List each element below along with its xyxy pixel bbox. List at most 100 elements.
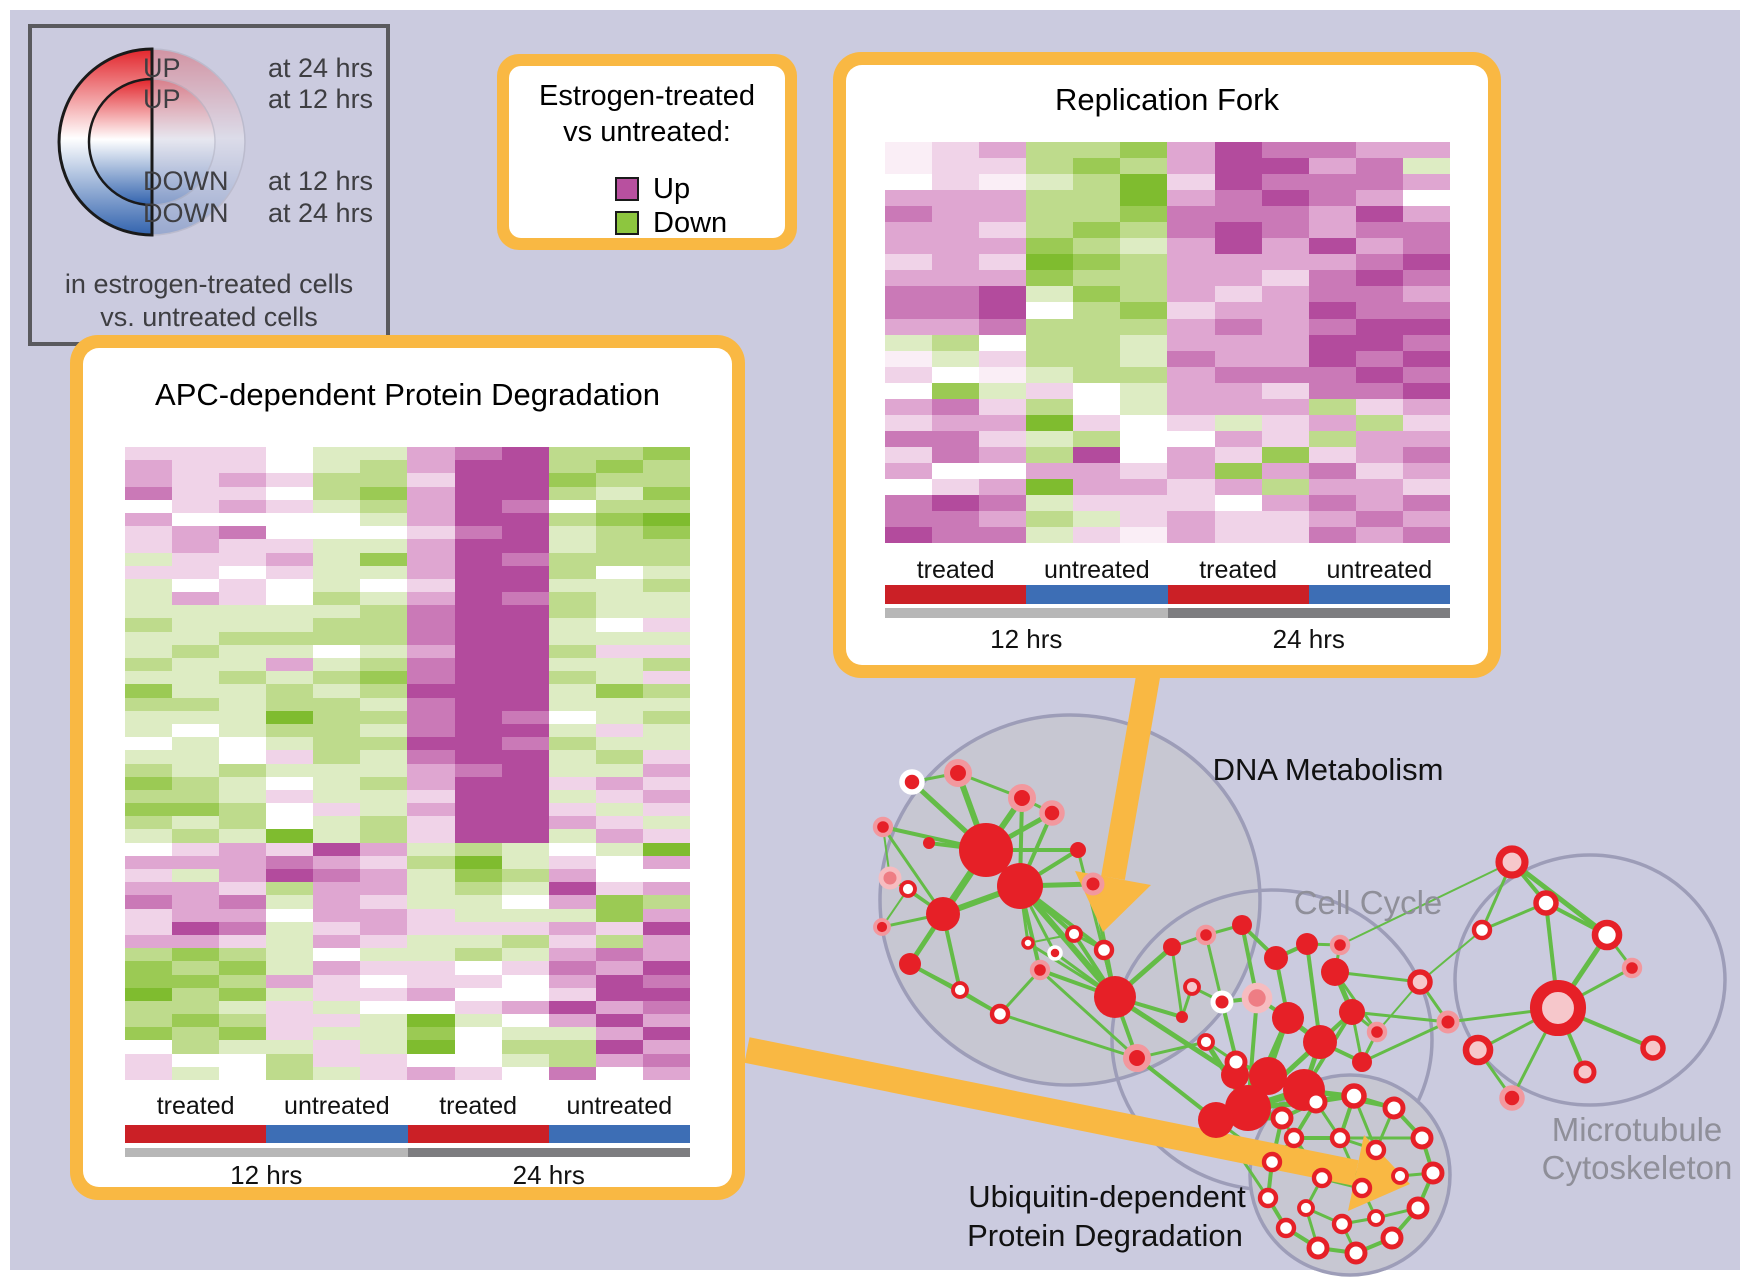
heatmap-cell [454,921,502,935]
gene-node [926,897,960,931]
heatmap-cell [642,526,690,540]
heatmap-cell [360,829,408,843]
heatmap-cell [932,158,980,175]
heatmap-cell [1402,190,1450,207]
time-group-label: 24 hrs [512,1160,585,1190]
heatmap-cell [407,697,455,711]
heatmap-cell [219,842,267,856]
heatmap-cell [1214,318,1262,335]
heatmap-cell [595,1000,643,1015]
heatmap-cell [172,789,220,804]
heatmap-cell [1073,238,1121,255]
heatmap-cell [172,987,220,1001]
heatmap-cell [313,855,361,869]
heatmap-cell [1261,398,1309,415]
gene-node [1410,1126,1434,1150]
network-edge [999,1012,1138,1060]
heatmap-row [125,526,690,540]
network-edge [1170,946,1184,1018]
gene-node [1407,969,1433,995]
heatmap-cell [1120,398,1168,415]
heatmap-cell [1308,190,1356,207]
heatmap-cell [885,527,933,544]
heatmap-cell [1308,302,1356,319]
heatmap-cell [595,605,643,619]
heatmap-cell [454,552,502,566]
gene-node [1303,1025,1337,1059]
heatmap-cell [360,552,408,566]
heatmap-cell [501,499,549,513]
heatmap-cell [125,539,173,553]
treatment-bar-segment [1026,585,1168,604]
heatmap-cell [125,934,173,949]
gene-node [1591,919,1623,951]
heatmap-cell [1120,430,1168,447]
heatmap-cell [1214,334,1262,351]
heatmap-cell [219,789,267,804]
heatmap-cell [219,987,267,1001]
heatmap-cell [548,473,596,487]
heatmap-cell [1402,478,1450,496]
heatmap-cell [932,302,980,319]
heatmap-row [885,174,1450,191]
heatmap-row [125,1000,690,1015]
heatmap-cell [313,1053,361,1067]
heatmap-cell [1120,350,1168,367]
gene-node [1007,783,1037,813]
heatmap-row [885,206,1450,223]
heatmap-cell [501,684,549,698]
heatmap-cell [642,710,690,724]
heatmap-cell [1167,302,1215,319]
heatmap-cell [266,631,314,645]
heatmap-cell [266,684,314,698]
heatmap-cell [313,473,361,487]
heatmap-cell [501,829,549,843]
heatmap-row [885,430,1450,447]
heatmap-cell [313,974,361,988]
heatmap-cell [548,605,596,619]
heatmap-cell [501,987,549,1001]
heatmap-cell [266,658,314,672]
heatmap-cell [219,763,267,777]
heatmap-cell [595,565,643,579]
heatmap-row [125,829,690,843]
heatmap-cell [595,618,643,632]
cluster-label: Cytoskeleton [1541,1149,1733,1186]
heatmap-cell [1167,238,1215,255]
heatmap-cell [1308,495,1356,512]
heatmap-cell [125,697,173,711]
heatmap-cell [885,254,933,271]
heatmap-cell [642,776,690,790]
heatmap-cell [313,605,361,619]
heatmap-cell [219,750,267,764]
heatmap-cell [501,763,549,777]
heatmap-row [125,908,690,922]
heatmap-cell [1402,318,1450,335]
heatmap-cell [1214,446,1262,463]
heatmap-cell [932,366,980,383]
heatmap-cell [548,750,596,764]
heatmap-cell [1073,222,1121,239]
heatmap-row [125,803,690,817]
heatmap-cell [548,512,596,527]
heatmap-cell [1214,286,1262,303]
heatmap-cell [595,526,643,540]
heatmap-cell [1402,270,1450,287]
heatmap-cell [219,578,267,593]
heatmap-cell [266,1040,314,1054]
heatmap-cell [595,934,643,949]
heatmap-cell [125,1027,173,1041]
heatmap-cell [454,486,502,500]
heatmap-cell [1120,334,1168,351]
network-diagram [710,570,1750,1282]
heatmap-cell [125,961,173,975]
cluster-ellipse [1453,853,1727,1107]
network-edge [1204,934,1224,1003]
heatmap-cell [642,763,690,777]
figure-background: UP at 24 hrs UP at 12 hrs DOWN at 12 hrs… [10,10,1740,1277]
heatmap-cell [313,921,361,935]
inner-ring-left-half [87,77,154,207]
heatmap-cell [1308,254,1356,271]
gene-node [1257,1187,1279,1209]
heatmap-cell [172,631,220,645]
